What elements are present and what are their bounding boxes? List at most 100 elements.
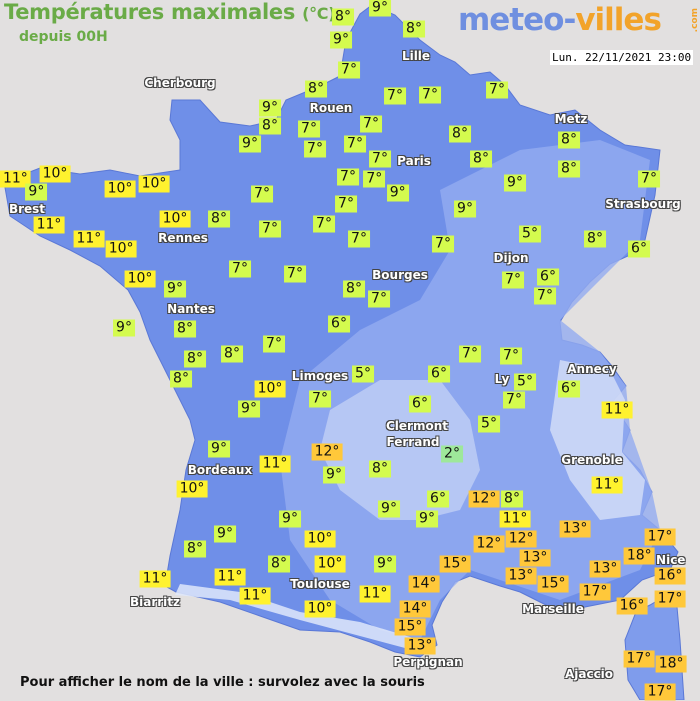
temperature-marker[interactable]: 10°	[159, 210, 191, 228]
temperature-marker[interactable]: 9°	[369, 0, 391, 17]
temperature-marker[interactable]: 7°	[638, 170, 660, 188]
temperature-marker[interactable]: 11°	[239, 587, 271, 605]
temperature-marker[interactable]: 9°	[25, 183, 48, 201]
temperature-marker[interactable]: 10°	[105, 240, 137, 258]
temperature-marker[interactable]: 7°	[335, 195, 357, 213]
temperature-marker[interactable]: 10°	[314, 555, 346, 573]
temperature-marker[interactable]: 7°	[419, 86, 441, 104]
temperature-marker[interactable]: 9°	[238, 400, 260, 418]
temperature-marker[interactable]: 7°	[251, 185, 273, 203]
temperature-marker[interactable]: 7°	[534, 287, 556, 305]
temperature-marker[interactable]: 7°	[503, 391, 525, 409]
meteo-villes-logo[interactable]: meteo-villes .com	[458, 2, 700, 38]
temperature-marker[interactable]: 11°	[259, 455, 291, 473]
temperature-marker[interactable]: 7°	[313, 215, 335, 233]
temperature-marker[interactable]: 8°	[174, 320, 196, 338]
temperature-marker[interactable]: 10°	[176, 480, 208, 498]
temperature-marker[interactable]: 8°	[184, 540, 206, 558]
temperature-marker[interactable]: 7°	[263, 335, 285, 353]
temperature-marker[interactable]: 16°	[616, 597, 648, 615]
temperature-marker[interactable]: 7°	[459, 345, 481, 363]
temperature-marker[interactable]: 11°	[601, 401, 633, 419]
temperature-marker[interactable]: 8°	[558, 131, 580, 149]
temperature-marker[interactable]: 10°	[304, 600, 336, 618]
temperature-marker[interactable]: 6°	[628, 240, 650, 258]
temperature-marker[interactable]: 9°	[374, 555, 396, 573]
temperature-marker[interactable]: 9°	[454, 200, 476, 218]
temperature-marker[interactable]: 6°	[428, 365, 450, 383]
temperature-marker[interactable]: 5°	[519, 225, 541, 243]
temperature-marker[interactable]: 8°	[208, 210, 230, 228]
temperature-marker[interactable]: 13°	[404, 637, 436, 655]
temperature-marker[interactable]: 7°	[500, 347, 522, 365]
temperature-marker[interactable]: 5°	[352, 365, 374, 383]
temperature-marker[interactable]: 8°	[184, 350, 206, 368]
temperature-marker[interactable]: 7°	[348, 230, 370, 248]
temperature-marker[interactable]: 11°	[359, 585, 391, 603]
temperature-marker[interactable]: 7°	[360, 115, 382, 133]
temperature-marker[interactable]: 9°	[259, 99, 281, 117]
temperature-marker[interactable]: 15°	[394, 618, 426, 636]
temperature-marker[interactable]: 8°	[470, 150, 492, 168]
temperature-marker[interactable]: 14°	[408, 575, 440, 593]
temperature-marker[interactable]: 7°	[344, 135, 366, 153]
temperature-marker[interactable]: 15°	[537, 575, 569, 593]
temperature-marker[interactable]: 6°	[558, 380, 580, 398]
temperature-marker[interactable]: 13°	[505, 567, 537, 585]
temperature-marker[interactable]: 11°	[214, 568, 246, 586]
temperature-marker[interactable]: 12°	[311, 443, 343, 461]
temperature-marker[interactable]: 14°	[399, 600, 431, 618]
temperature-marker[interactable]: 7°	[284, 265, 306, 283]
temperature-marker[interactable]: 9°	[504, 174, 526, 192]
temperature-marker[interactable]: 8°	[221, 345, 243, 363]
temperature-marker[interactable]: 7°	[368, 290, 390, 308]
temperature-marker[interactable]: 5°	[478, 415, 500, 433]
temperature-marker[interactable]: 10°	[254, 380, 286, 398]
temperature-marker[interactable]: 13°	[519, 549, 551, 567]
temperature-marker[interactable]: 18°	[623, 547, 655, 565]
temperature-marker[interactable]: 8°	[268, 555, 290, 573]
temperature-marker[interactable]: 9°	[279, 510, 301, 528]
temperature-marker[interactable]: 10°	[138, 175, 170, 193]
temperature-marker[interactable]: 9°	[323, 466, 345, 484]
temperature-marker[interactable]: 16°	[654, 567, 686, 585]
temperature-marker[interactable]: 8°	[332, 8, 354, 26]
temperature-marker[interactable]: 8°	[343, 280, 365, 298]
temperature-marker[interactable]: 11°	[591, 476, 623, 494]
temperature-marker[interactable]: 10°	[124, 270, 156, 288]
temperature-marker[interactable]: 15°	[439, 555, 471, 573]
temperature-marker[interactable]: 7°	[337, 168, 359, 186]
temperature-marker[interactable]: 17°	[644, 683, 676, 701]
temperature-marker[interactable]: 8°	[501, 490, 523, 508]
temperature-marker[interactable]: 18°	[655, 655, 687, 673]
temperature-marker[interactable]: 8°	[558, 160, 580, 178]
temperature-marker[interactable]: 7°	[259, 220, 281, 238]
temperature-marker[interactable]: 11°	[33, 216, 65, 234]
temperature-marker[interactable]: 7°	[486, 81, 508, 99]
temperature-marker[interactable]: 7°	[384, 87, 406, 105]
temperature-marker[interactable]: 8°	[170, 370, 192, 388]
temperature-marker[interactable]: 10°	[104, 180, 136, 198]
temperature-marker[interactable]: 17°	[654, 590, 686, 608]
temperature-marker[interactable]: 7°	[502, 271, 524, 289]
temperature-marker[interactable]: 9°	[378, 500, 400, 518]
temperature-marker[interactable]: 8°	[259, 117, 281, 135]
temperature-marker[interactable]: 9°	[113, 319, 135, 337]
temperature-marker[interactable]: 17°	[623, 650, 655, 668]
temperature-marker[interactable]: 9°	[164, 280, 186, 298]
temperature-marker[interactable]: 11°	[499, 510, 531, 528]
temperature-marker[interactable]: 7°	[304, 140, 326, 158]
temperature-marker[interactable]: 10°	[304, 530, 336, 548]
temperature-marker[interactable]: 12°	[468, 490, 500, 508]
temperature-marker[interactable]: 11°	[0, 170, 31, 188]
temperature-marker[interactable]: 7°	[432, 235, 454, 253]
temperature-marker[interactable]: 13°	[589, 560, 621, 578]
temperature-marker[interactable]: 12°	[473, 535, 505, 553]
temperature-marker[interactable]: 10°	[39, 165, 71, 183]
temperature-marker[interactable]: 6°	[409, 395, 431, 413]
temperature-marker[interactable]: 6°	[427, 490, 449, 508]
temperature-marker[interactable]: 7°	[363, 170, 386, 188]
temperature-marker[interactable]: 9°	[330, 31, 352, 49]
temperature-marker[interactable]: 9°	[386, 184, 409, 202]
temperature-marker[interactable]: 8°	[305, 80, 327, 98]
